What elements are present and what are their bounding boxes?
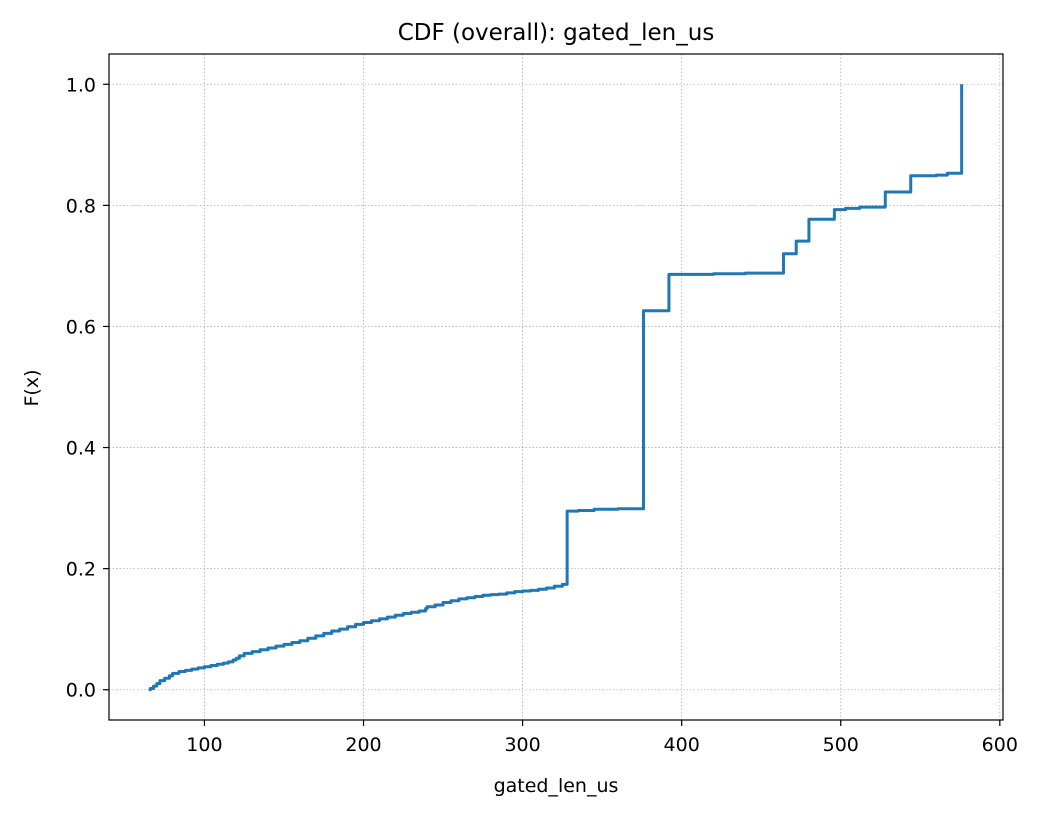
x-tick-label: 100 <box>186 734 222 756</box>
grid-lines <box>109 54 1003 720</box>
x-tick-label: 500 <box>823 734 859 756</box>
plot-area <box>148 84 964 692</box>
x-tick-label: 300 <box>504 734 540 756</box>
y-tick-label: 0.6 <box>66 316 96 338</box>
x-axis-label: gated_len_us <box>494 775 619 797</box>
y-tick-label: 1.0 <box>66 74 96 96</box>
axes-frame <box>108 53 1004 721</box>
cdf-series-line <box>148 84 964 692</box>
x-axis: 100 200 300 400 500 600 <box>186 720 1018 756</box>
x-tick-label: 600 <box>982 734 1018 756</box>
x-tick-label: 400 <box>664 734 700 756</box>
y-tick-label: 0.2 <box>66 559 96 581</box>
y-tick-label: 0.8 <box>66 195 96 217</box>
y-axis: 0.0 0.2 0.4 0.6 0.8 1.0 <box>66 74 109 702</box>
y-tick-label: 0.0 <box>66 680 96 702</box>
y-tick-label: 0.4 <box>66 438 96 460</box>
y-axis-label: F(x) <box>21 370 43 407</box>
chart-title: CDF (overall): gated_len_us <box>398 20 715 46</box>
x-tick-label: 200 <box>345 734 381 756</box>
